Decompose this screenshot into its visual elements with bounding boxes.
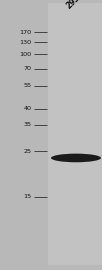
Text: 70: 70 (24, 66, 32, 71)
Text: 170: 170 (19, 30, 32, 35)
Text: 130: 130 (19, 40, 32, 45)
Text: 40: 40 (24, 106, 32, 111)
Text: 25: 25 (24, 149, 32, 154)
Text: 293: 293 (65, 0, 82, 11)
Text: 100: 100 (19, 52, 32, 56)
Text: 15: 15 (23, 194, 32, 199)
Text: 55: 55 (24, 83, 32, 88)
Ellipse shape (51, 154, 101, 162)
Text: 35: 35 (24, 122, 32, 127)
Bar (48, 3, 102, 265)
